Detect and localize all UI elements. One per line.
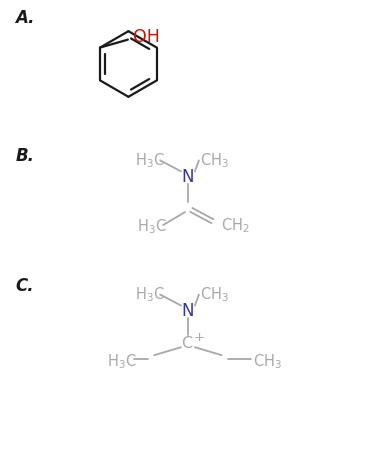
Text: H$_3$C: H$_3$C [107,351,136,370]
Text: H$_3$C: H$_3$C [135,151,165,170]
Text: H$_3$C: H$_3$C [137,217,167,236]
Text: N: N [182,302,194,320]
Text: B.: B. [15,147,34,165]
Text: CH$_3$: CH$_3$ [254,351,283,370]
Text: H$_3$C: H$_3$C [135,285,165,303]
Text: +: + [194,330,205,343]
Text: CH$_3$: CH$_3$ [200,285,229,303]
Text: CH$_2$: CH$_2$ [221,216,250,235]
Text: C.: C. [15,276,34,294]
Text: CH$_3$: CH$_3$ [200,151,229,170]
Text: C: C [181,335,192,350]
Text: N: N [182,168,194,186]
Text: A.: A. [15,9,35,27]
Text: OH: OH [133,28,160,46]
